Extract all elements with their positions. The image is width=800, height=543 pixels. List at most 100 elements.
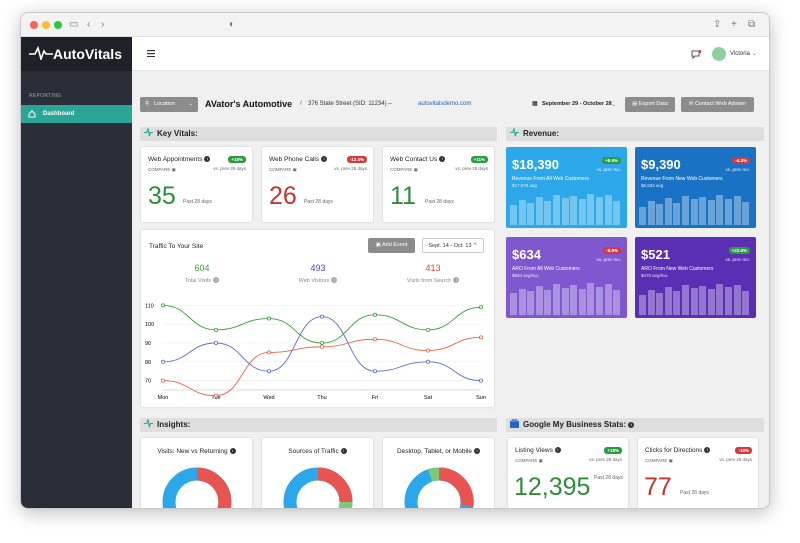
sparkbar [613,201,621,225]
avatar[interactable] [712,47,726,61]
contact-adviser-button[interactable]: ✉ Contact Web Adviser [681,97,754,112]
chat-icon[interactable] [691,50,701,59]
data-point[interactable] [372,369,377,374]
sparkbar [527,291,535,315]
revenue-average: $8,934 avg [641,183,664,188]
sidebar-toggle-icon[interactable]: ▭ [69,19,79,30]
revenue-label: ARO From All Web Customers [512,266,580,272]
data-point[interactable] [319,341,324,346]
sparkbar [535,286,543,315]
compare-toggle[interactable]: COMPARE ▣ [148,167,176,172]
info-icon[interactable]: i [331,277,338,283]
insight-title-text: Desktop, Tablet, or Mobile [396,448,473,455]
y-tick-label: 70 [145,379,151,385]
share-icon[interactable]: ⇪ [713,19,722,30]
new-tab-icon[interactable]: + [731,19,737,30]
data-point[interactable] [425,327,430,332]
compare-toggle[interactable]: COMPARE ▣ [645,458,673,463]
data-point[interactable] [267,369,272,374]
date-range[interactable]: September 29 - October 28 [542,101,612,107]
user-name[interactable]: Victoria [730,51,750,57]
data-point[interactable] [267,316,272,321]
sidebar-item-dashboard[interactable]: Dashboard [21,105,132,123]
data-point[interactable] [372,337,377,342]
revenue-card[interactable]: $521 +22.6% vs. prev mo. ARO From New We… [635,237,756,318]
data-point[interactable] [425,359,430,364]
minimize-dot[interactable] [42,21,50,29]
card-title-text: Web Appointments [148,156,203,163]
tabs-icon[interactable]: ⧉ [748,19,756,30]
location-dropdown[interactable]: ⚲ Location ⌄ [140,97,198,112]
data-point[interactable] [160,378,165,383]
revenue-card[interactable]: $18,390 +8.6% vs. prev mo. Revenue From … [506,147,627,228]
back-icon[interactable]: ‹ [87,19,91,30]
data-point[interactable] [160,303,165,308]
info-icon[interactable]: i [453,277,460,283]
insight-card-sources-of-traffic[interactable]: Sources of Traffic i [262,438,373,508]
insight-card-new-vs-returning[interactable]: Visits: New vs Returning i [141,438,252,508]
data-point[interactable] [319,314,324,319]
chevron-down-icon[interactable]: ⌄ [752,51,758,57]
info-icon[interactable]: i [474,448,481,454]
brand-logo[interactable]: AutoVitals [21,37,132,71]
data-point[interactable] [319,344,324,349]
compare-label: COMPARE [515,458,538,463]
info-icon[interactable]: i [704,447,711,453]
date-range-select[interactable]: Sept. 14 - Oct. 13 ⌃ [422,238,484,253]
revenue-card[interactable]: $9,390 -4.3% vs. prev mo. Revenue From N… [635,147,756,228]
visits-from-search-label: Visits from Search i [398,277,468,284]
main-content: ⚲ Location ⌄ AVator's Automotive / 376 S… [132,71,769,508]
sparkbar [553,195,560,225]
compare-toggle[interactable]: COMPARE ▣ [269,167,297,172]
data-point[interactable] [160,359,165,364]
compare-toggle[interactable]: COMPARE ▣ [390,167,418,172]
sparkbar [518,289,526,315]
chevron-down-icon[interactable]: ⌄ [611,102,617,108]
info-icon[interactable]: i [213,277,220,283]
stat-label: Visits from Search [406,278,452,284]
data-point[interactable] [478,305,483,310]
google-business-icon [510,419,519,428]
info-icon[interactable]: i [321,156,328,162]
website-link[interactable]: autovitalsdemo.com [418,101,472,107]
revenue-card[interactable]: $634 -8.6% vs. prev mo. ARO From All Web… [506,237,627,318]
data-point[interactable] [478,335,483,340]
data-point[interactable] [267,350,272,355]
info-icon[interactable]: i [229,448,236,454]
sparkbar [596,287,603,315]
x-tick-label: Fri [372,395,378,401]
export-data-button[interactable]: ▤ Export Data [625,97,675,112]
contact-label: Contact Web Adviser [694,101,747,107]
forward-icon[interactable]: › [101,19,105,30]
info-icon[interactable]: i [439,156,446,162]
data-point[interactable] [214,327,219,332]
gmb-card-clicks-for-directions[interactable]: Clicks for Directions i COMPARE ▣ -10% vs… [638,438,758,508]
info-icon[interactable]: i [204,156,211,162]
data-point[interactable] [372,312,377,317]
vital-card-web-phone-calls[interactable]: Web Phone Calls i COMPARE ▣ -12.4% vs. pr… [262,147,373,222]
insight-card-device-type[interactable]: Desktop, Tablet, or Mobile i [383,438,494,508]
gmb-card-listing-views[interactable]: Listing Views i COMPARE ▣ +18% vs. prev 2… [508,438,628,508]
info-icon[interactable]: i [554,447,561,453]
x-tick-label: Sat [424,395,433,401]
vital-card-web-appointments[interactable]: Web Appointments i COMPARE ▣ +18% vs. pre… [141,147,252,222]
data-point[interactable] [425,348,430,353]
data-point[interactable] [214,393,219,398]
add-event-button[interactable]: ▣ Add Event [368,238,415,253]
data-point[interactable] [214,341,219,346]
compare-label: COMPARE [148,167,171,172]
close-dot[interactable] [30,21,38,29]
card-title: Clicks for Directions i [645,447,711,454]
hamburger-icon[interactable] [147,50,155,57]
compare-toggle[interactable]: COMPARE ▣ [515,458,543,463]
info-icon[interactable]: i [628,422,635,428]
insight-title: Sources of Traffic i [262,448,373,455]
sparkbar [561,288,569,315]
sparkbar [570,196,578,225]
maximize-dot[interactable] [54,21,62,29]
stat-label: Web Visitors [298,278,330,284]
vital-card-web-contact-us[interactable]: Web Contact Us i COMPARE ▣ +11% vs. prev … [383,147,494,222]
data-point[interactable] [478,378,483,383]
sparkbar-chart [510,277,622,315]
info-icon[interactable]: i [340,448,347,454]
